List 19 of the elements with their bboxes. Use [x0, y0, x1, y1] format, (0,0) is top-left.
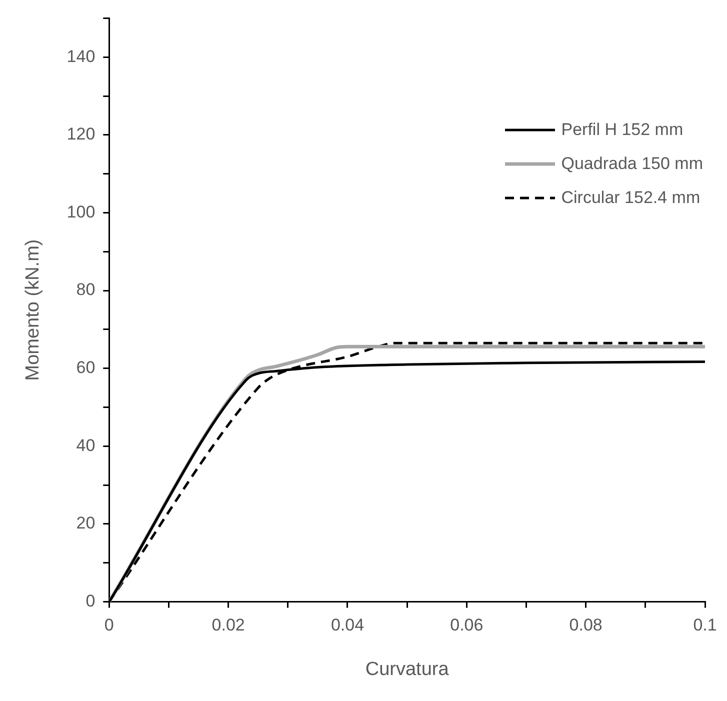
y-tick-label: 100: [66, 202, 96, 222]
y-tick-label: 80: [76, 280, 96, 300]
y-tick-label: 120: [66, 124, 96, 144]
x-tick-label: 0.04: [330, 616, 364, 635]
x-tick-label: 0.1: [693, 616, 717, 635]
y-axis-title: Momento (kN.m): [22, 239, 44, 381]
x-tick-label: 0.02: [212, 616, 245, 635]
x-tick-label: 0.08: [569, 616, 602, 635]
y-tick-label: 140: [66, 46, 96, 66]
x-axis-title: Curvatura: [365, 658, 450, 680]
y-tick-label: 20: [76, 514, 96, 533]
legend-label: Circular 152.4 mm: [561, 188, 700, 208]
legend-label: Perfil H 152 mm: [561, 120, 684, 140]
x-tick-label: 0: [104, 616, 114, 635]
y-tick-label: 60: [76, 358, 96, 378]
y-tick-label: 0: [86, 591, 96, 610]
x-tick-label: 0.06: [450, 616, 484, 635]
y-tick-label: 40: [76, 436, 96, 455]
legend-label: Quadrada 150 mm: [561, 154, 703, 174]
